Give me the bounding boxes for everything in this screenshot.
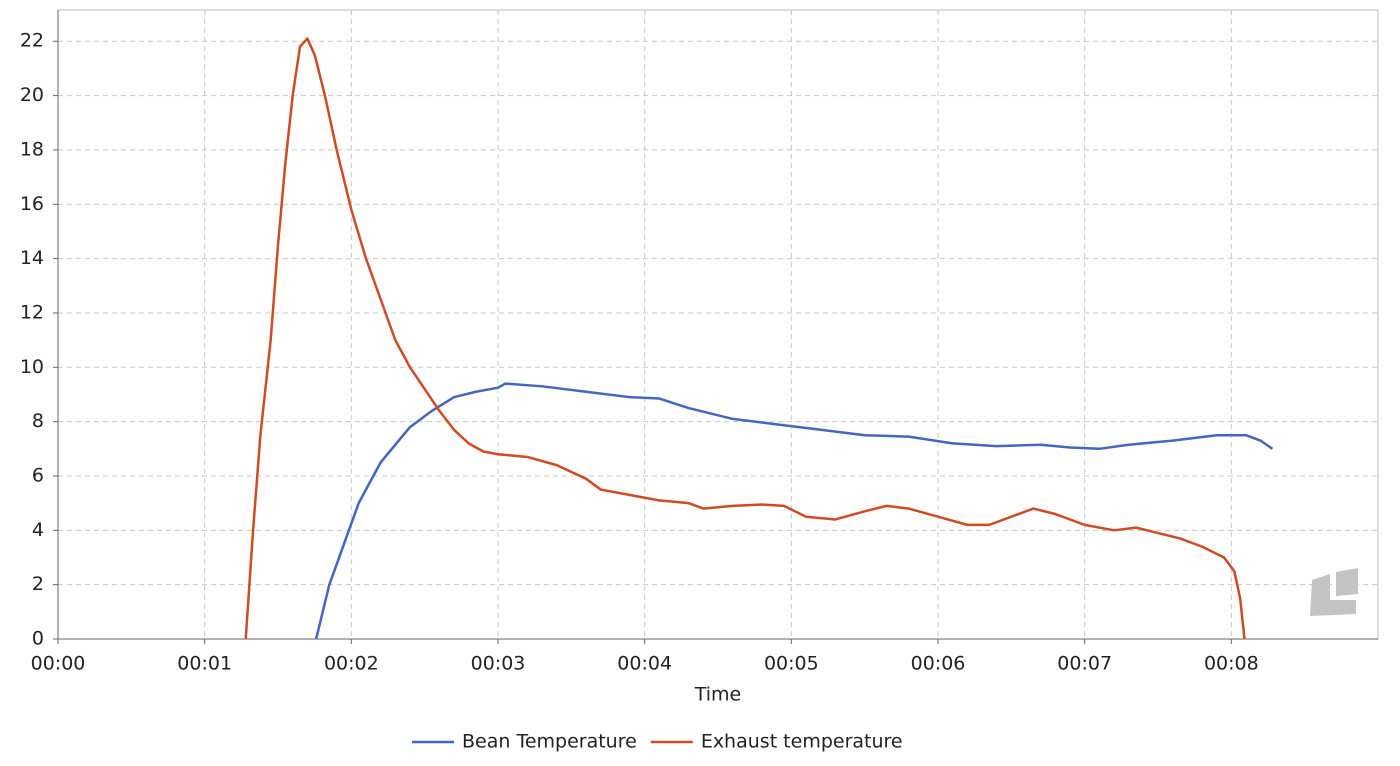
x-tick-label: 00:00 (31, 653, 86, 675)
y-tick-label: 2 (32, 573, 44, 595)
watermark (1310, 568, 1358, 616)
y-tick-label: 8 (32, 410, 44, 432)
y-tick-label: 0 (32, 628, 44, 650)
series-line (314, 382, 1274, 640)
x-tick-label: 00:07 (1057, 653, 1112, 675)
series-line (244, 37, 1246, 640)
y-tick-label: 10 (20, 356, 44, 378)
watermark-shape (1336, 568, 1358, 596)
x-tick-label: 00:06 (911, 653, 966, 675)
y-tick-label: 22 (20, 30, 44, 52)
legend-label: Exhaust temperature (701, 731, 903, 753)
y-tick-label: 14 (20, 247, 44, 269)
y-tick-label: 18 (20, 138, 44, 160)
legend-label: Bean Temperature (462, 731, 637, 753)
plot-frame (57, 9, 1379, 640)
x-tick-label: 00:04 (617, 653, 672, 675)
y-tick-label: 12 (20, 301, 44, 323)
y-tick-label: 4 (32, 519, 44, 541)
x-tick-label: 00:01 (177, 653, 232, 675)
x-tick-label: 00:02 (324, 653, 379, 675)
legend: Bean Temperature Exhaust temperature (412, 731, 903, 753)
x-axis-title: Time (694, 684, 742, 706)
y-tick-label: 16 (20, 193, 44, 215)
y-tick-label: 20 (20, 84, 44, 106)
y-tick-label: 6 (32, 464, 44, 486)
x-tick-label: 00:03 (471, 653, 526, 675)
x-tick-label: 00:05 (764, 653, 819, 675)
x-tick-label: 00:08 (1204, 653, 1259, 675)
